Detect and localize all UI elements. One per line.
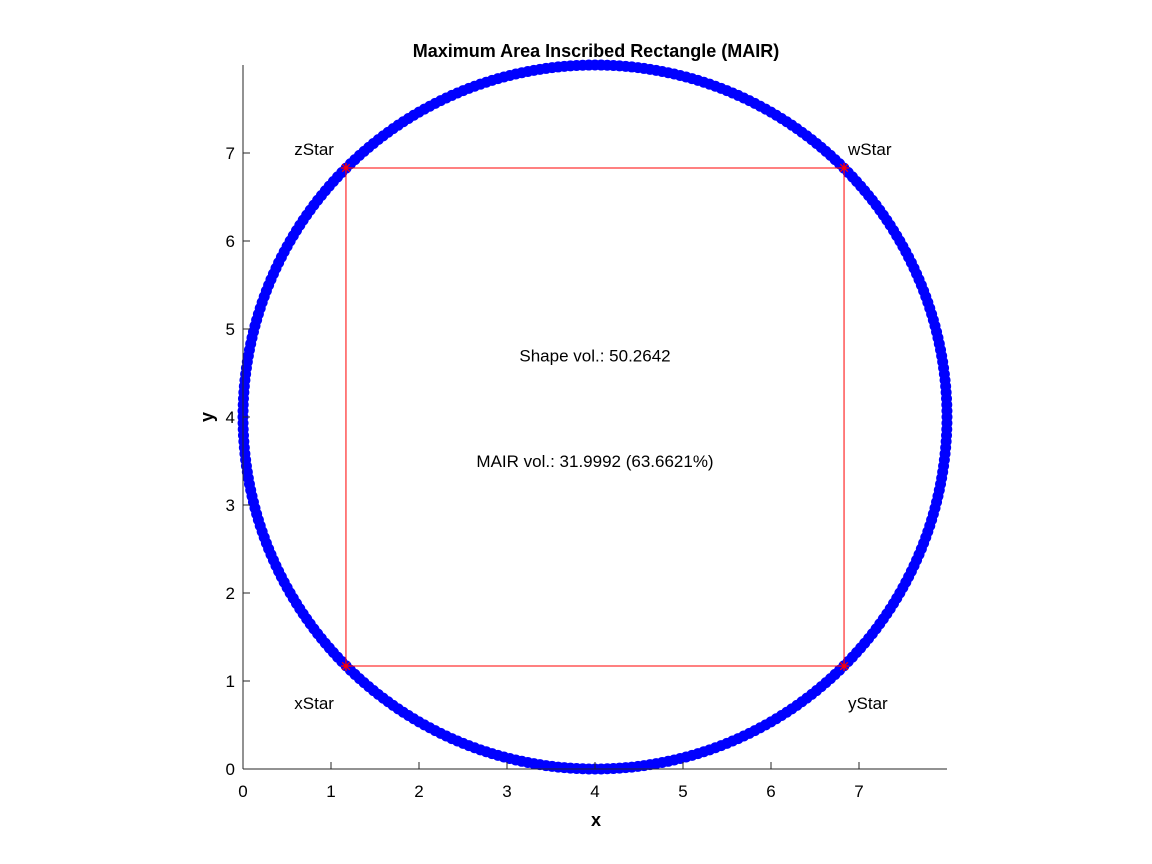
x-tick-label: 5 <box>678 782 687 801</box>
x-tick-label: 0 <box>238 782 247 801</box>
x-tick-label: 6 <box>766 782 775 801</box>
y-tick-label: 4 <box>226 408 235 427</box>
y-tick-label: 7 <box>226 144 235 163</box>
x-tick-label: 3 <box>502 782 511 801</box>
corner-star-marker <box>340 162 351 173</box>
point-label-ystar: yStar <box>848 694 888 713</box>
annotations: xStar yStar zStar wStar Shape vol.: 50.2642 M… <box>294 140 892 713</box>
plot-area: 0 1 2 3 4 5 6 7 0 1 2 3 4 5 6 7 xStar yStar zStar wStar Sha… <box>226 59 953 801</box>
x-tick-label: 7 <box>854 782 863 801</box>
y-tick-label: 0 <box>226 760 235 779</box>
shape-volume-annotation: Shape vol.: 50.2642 <box>519 346 670 365</box>
y-axis-title: y <box>197 412 217 422</box>
y-tick-label: 6 <box>226 232 235 251</box>
x-tick-label: 4 <box>590 782 599 801</box>
corner-star-marker <box>839 661 850 672</box>
point-label-wstar: wStar <box>847 140 892 159</box>
x-axis-title: x <box>591 810 601 830</box>
y-tick-label: 1 <box>226 672 235 691</box>
mair-volume-annotation: MAIR vol.: 31.9992 (63.6621%) <box>476 452 713 471</box>
y-tick-label: 5 <box>226 320 235 339</box>
x-tick-label: 1 <box>326 782 335 801</box>
axes: 0 1 2 3 4 5 6 7 0 1 2 3 4 5 6 7 <box>226 65 947 801</box>
point-label-xstar: xStar <box>294 694 334 713</box>
y-tick-label: 2 <box>226 584 235 603</box>
chart-title: Maximum Area Inscribed Rectangle (MAIR) <box>413 41 779 61</box>
y-tick-label: 3 <box>226 496 235 515</box>
inscribed-rectangle <box>340 162 850 672</box>
corner-star-marker <box>839 162 850 173</box>
point-label-zstar: zStar <box>294 140 334 159</box>
shape-point <box>941 417 953 429</box>
x-tick-label: 2 <box>414 782 423 801</box>
corner-star-marker <box>340 661 351 672</box>
